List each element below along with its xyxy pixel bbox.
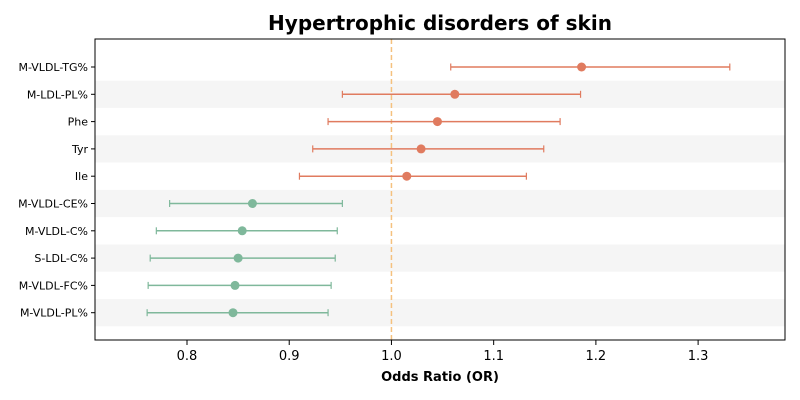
x-tick-label: 0.8 xyxy=(177,349,198,364)
row-label: M-VLDL-TG% xyxy=(18,61,88,74)
row-label: S-LDL-C% xyxy=(34,252,88,265)
x-tick-label: 1.2 xyxy=(586,349,607,364)
or-point xyxy=(577,62,587,72)
or-point xyxy=(237,226,247,236)
or-point xyxy=(230,280,240,290)
or-point xyxy=(233,253,243,263)
row-label: Phe xyxy=(68,116,89,129)
or-point xyxy=(432,117,442,127)
x-axis-label: Odds Ratio (OR) xyxy=(381,370,499,385)
row-label: M-VLDL-FC% xyxy=(19,279,88,292)
row-label: Ile xyxy=(75,170,88,183)
row-label: M-VLDL-CE% xyxy=(18,198,88,211)
or-point xyxy=(247,199,257,208)
x-tick-label: 1.3 xyxy=(688,349,709,364)
row-label: Tyr xyxy=(71,143,89,156)
row-label: M-VLDL-C% xyxy=(25,225,88,238)
row-label: M-LDL-PL% xyxy=(27,88,88,101)
x-tick-label: 0.9 xyxy=(279,349,300,364)
row-label: M-VLDL-PL% xyxy=(20,307,88,320)
plot-frame xyxy=(94,38,786,341)
or-point xyxy=(416,144,426,154)
chart-title: Hypertrophic disorders of skin xyxy=(268,11,612,35)
or-point xyxy=(450,89,460,99)
x-tick-label: 1.1 xyxy=(483,349,504,364)
or-point xyxy=(228,308,238,318)
x-tick-label: 1.0 xyxy=(381,349,402,364)
or-point xyxy=(402,171,412,181)
plot-area: M-VLDL-TG% M-LDL-PL% Phe Tyr Ile M-VLDL-CE% M-… xyxy=(18,38,786,364)
